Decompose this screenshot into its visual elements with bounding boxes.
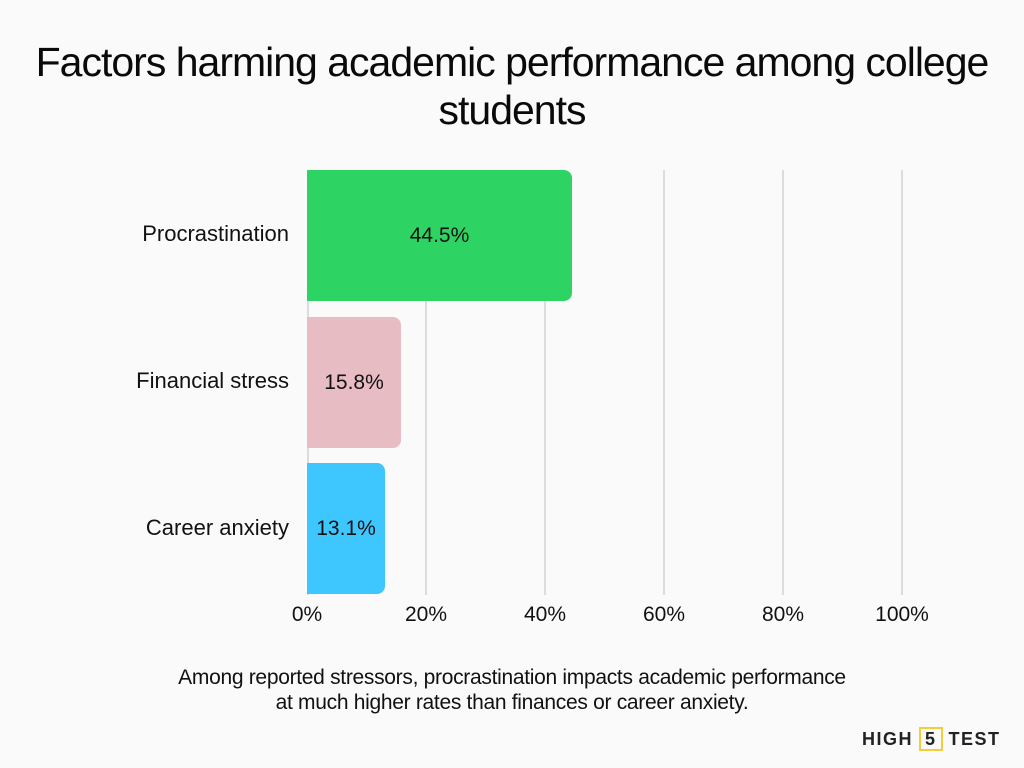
gridline-100 bbox=[901, 170, 903, 595]
x-tick-label: 60% bbox=[642, 603, 686, 626]
category-label: Procrastination bbox=[142, 221, 289, 246]
logo-text-right: TEST bbox=[948, 728, 1001, 749]
logo-text-left: HIGH bbox=[862, 728, 913, 749]
gridline-80 bbox=[782, 170, 784, 595]
x-tick-label: 0% bbox=[291, 603, 323, 626]
bar-value-label: 13.1% bbox=[316, 516, 376, 540]
chart-caption: Among reported stressors, procrastinatio… bbox=[0, 665, 1024, 715]
bar-value-label: 15.8% bbox=[324, 370, 384, 394]
gridline-20 bbox=[425, 170, 427, 595]
caption-line: at much higher rates than finances or ca… bbox=[275, 691, 749, 714]
gridline-60 bbox=[663, 170, 665, 595]
category-label: Career anxiety bbox=[145, 515, 289, 540]
x-tick-label: 80% bbox=[761, 603, 805, 626]
plot-area: 44.5% 15.8% 13.1% bbox=[307, 170, 903, 595]
category-label: Financial stress bbox=[136, 368, 289, 393]
x-tick-label: 20% bbox=[404, 603, 448, 626]
bar-career-anxiety: 13.1% bbox=[307, 463, 385, 594]
x-tick-label: 100% bbox=[875, 603, 929, 626]
logo-number-box: 5 bbox=[919, 727, 943, 751]
x-tick-label: 40% bbox=[523, 603, 567, 626]
brand-logo: HIGH 5 TEST bbox=[862, 727, 1001, 751]
chart-title: Factors harming academic performance amo… bbox=[35, 39, 990, 133]
gridline-40 bbox=[544, 170, 546, 595]
bar-value-label: 44.5% bbox=[409, 223, 470, 247]
bar-financial-stress: 15.8% bbox=[307, 317, 401, 448]
bar-procrastination: 44.5% bbox=[307, 170, 572, 301]
caption-line: Among reported stressors, procrastinatio… bbox=[178, 666, 846, 689]
